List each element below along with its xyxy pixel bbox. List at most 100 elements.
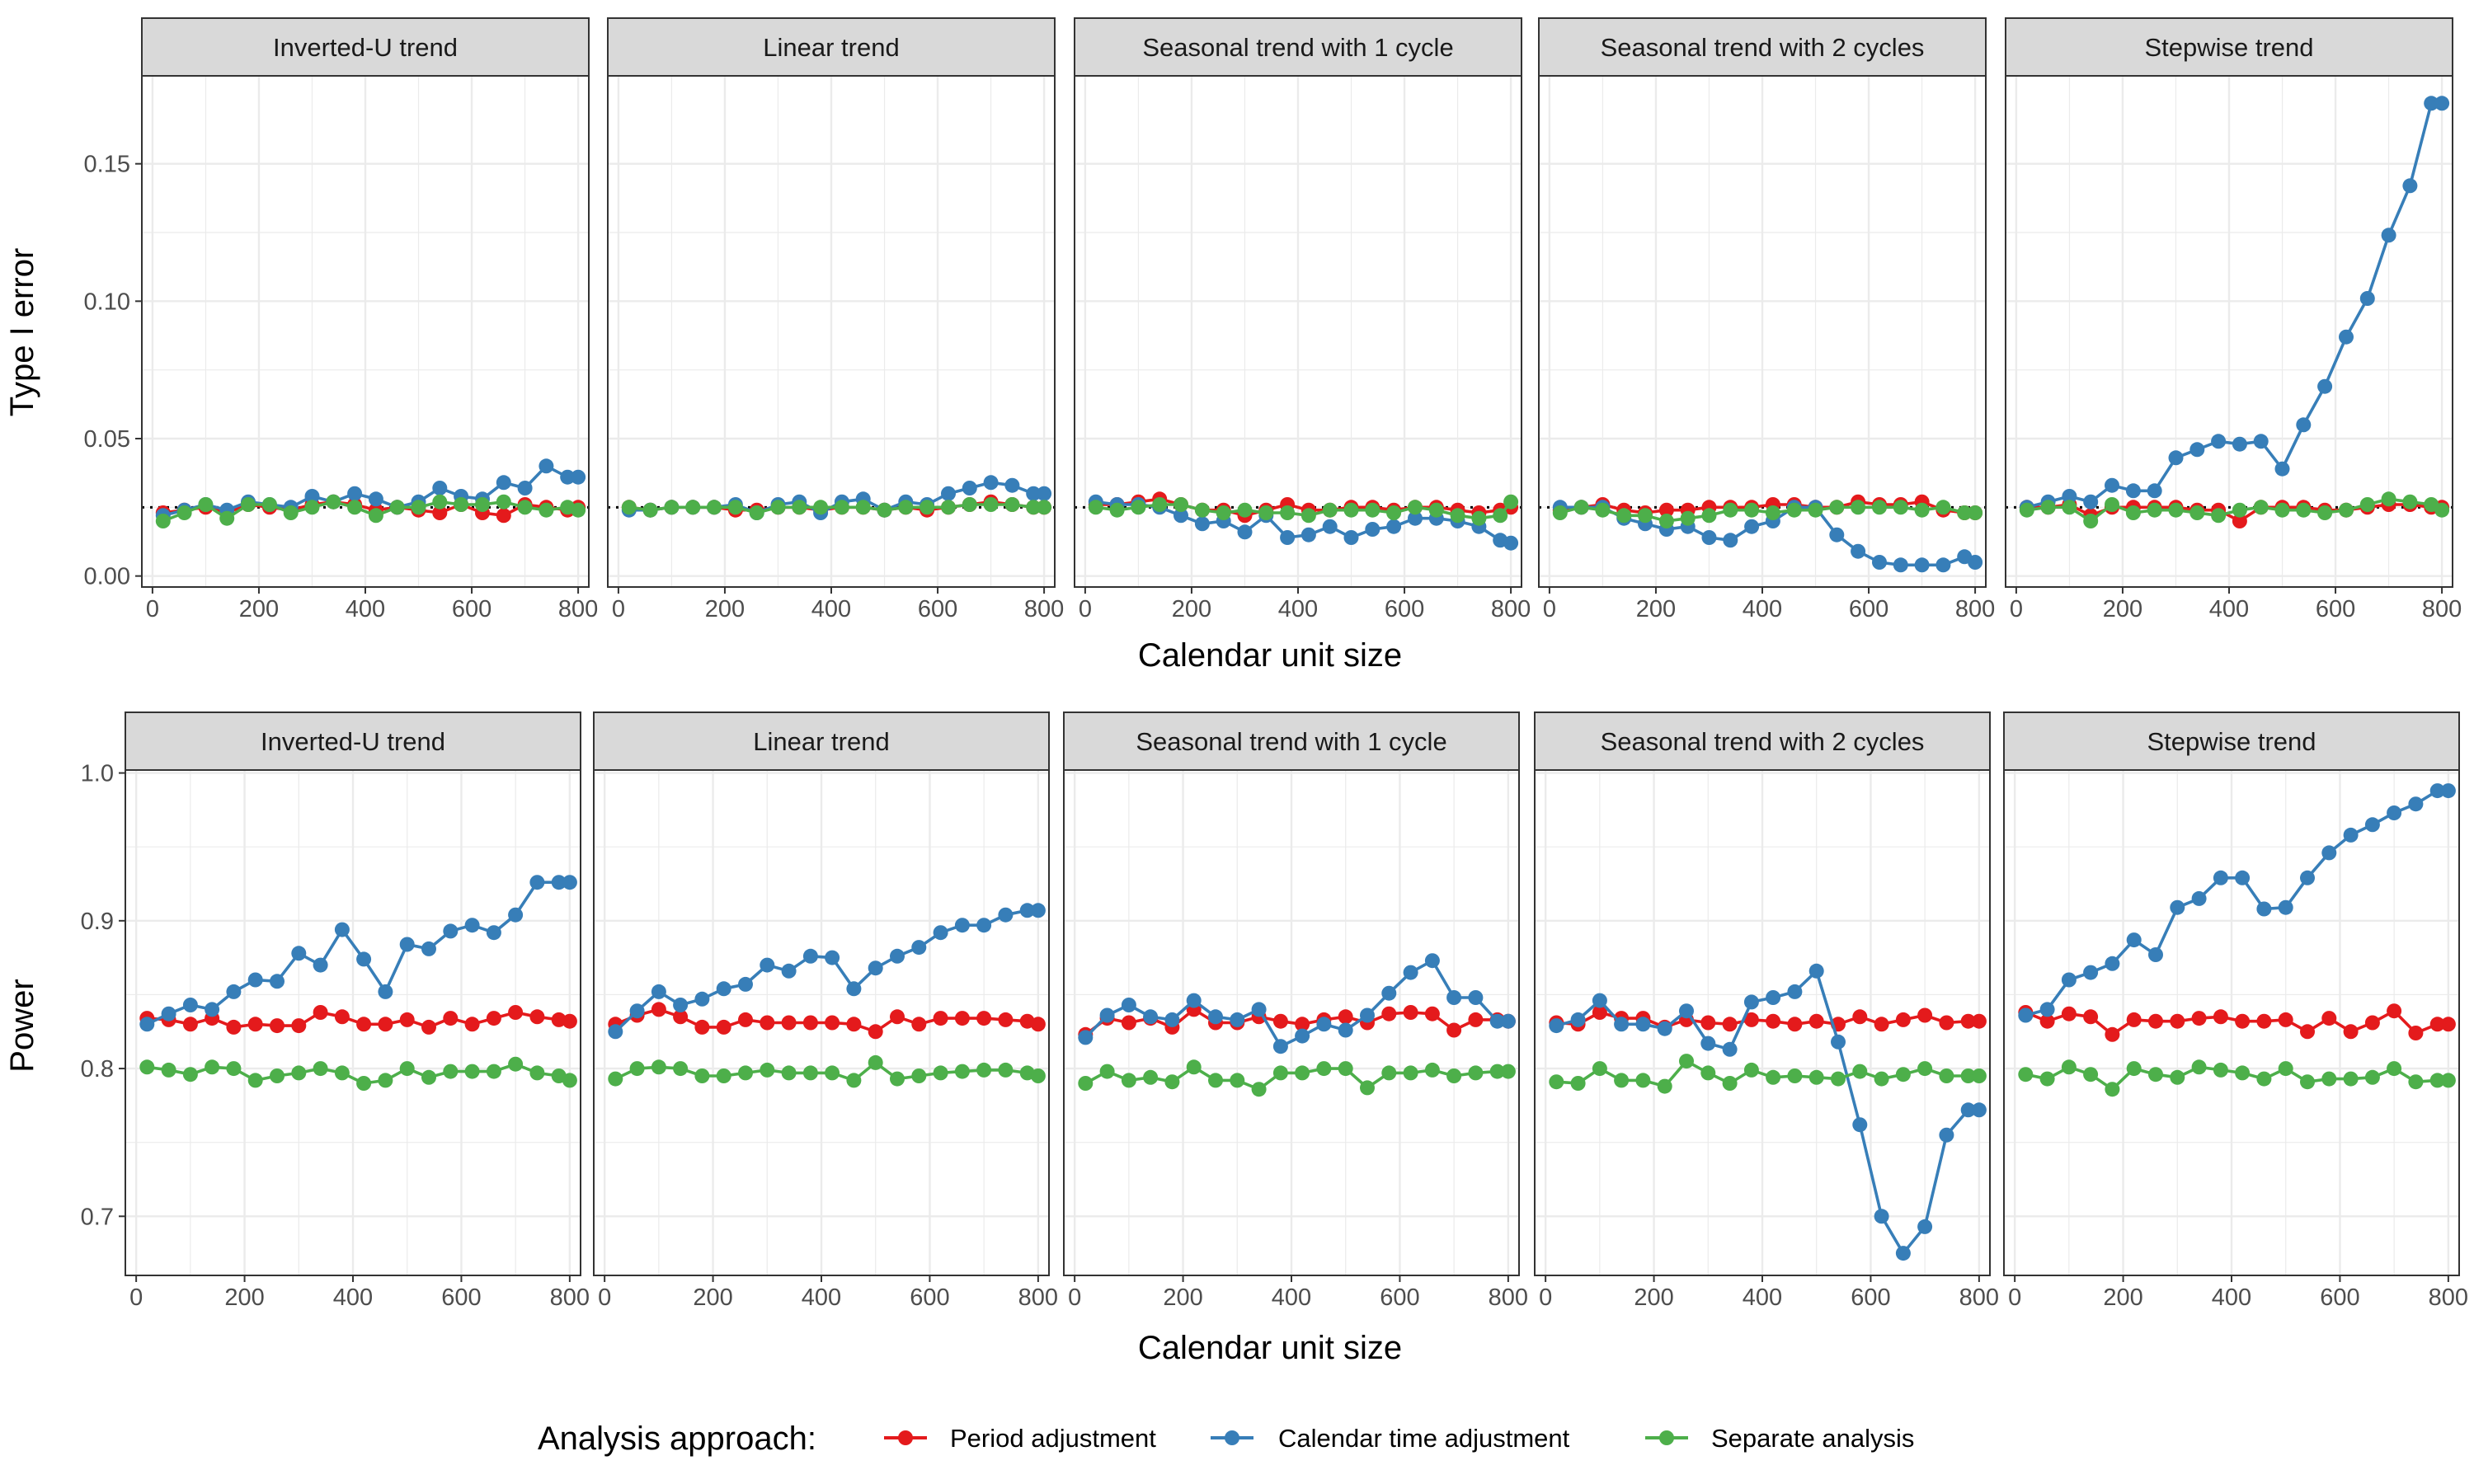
data-point	[226, 1061, 242, 1077]
data-point	[770, 500, 786, 515]
facet-panels: Inverted-U trend 0 200 400 600 800 0.00 0.05 0.1…	[81, 17, 2468, 1311]
data-point	[1230, 1012, 1245, 1027]
x-tick-label: 200	[1634, 1284, 1673, 1311]
data-point	[890, 948, 905, 964]
data-point	[846, 1073, 862, 1088]
data-point	[2317, 378, 2333, 394]
panel-type1-stepwise-trend: Stepwise trend 0 200 400 600 800	[2005, 17, 2462, 622]
data-point	[1971, 1068, 1987, 1083]
data-point	[443, 1064, 459, 1079]
data-point	[1743, 1012, 1759, 1027]
data-point	[1272, 1065, 1288, 1081]
data-point	[781, 1015, 797, 1031]
data-point	[1872, 500, 1887, 515]
data-point	[2125, 483, 2141, 499]
panel-type1-seasonal-trend-with-2-cycles: Seasonal trend with 2 cycles 0 200 400 600 80…	[1538, 17, 1995, 622]
data-point	[998, 1062, 1014, 1078]
data-point	[1765, 505, 1780, 520]
data-point	[1428, 502, 1444, 518]
data-point	[834, 500, 849, 515]
data-point	[2191, 1059, 2207, 1075]
data-point	[539, 458, 554, 474]
data-point	[2018, 1067, 2034, 1082]
data-point	[813, 500, 829, 515]
data-point	[496, 475, 511, 491]
x-tick-label: 200	[693, 1284, 732, 1311]
legend-label-period: Period adjustment	[950, 1424, 1156, 1453]
data-point	[1766, 1013, 1781, 1029]
panel-strip-title: Seasonal trend with 1 cycle	[1142, 33, 1453, 62]
data-point	[562, 875, 577, 890]
data-point	[2189, 505, 2205, 520]
data-point	[802, 948, 818, 964]
x-tick-label: 600	[441, 1284, 481, 1311]
data-point	[2148, 1013, 2163, 1029]
data-point	[1914, 557, 1930, 573]
data-point	[673, 998, 689, 1012]
x-tick-label: 0	[1079, 596, 1092, 622]
data-point	[1570, 1076, 1586, 1091]
y-tick-label: 0.05	[84, 426, 130, 453]
data-point	[846, 981, 862, 997]
data-point	[508, 1056, 524, 1072]
data-point	[1343, 530, 1359, 545]
data-point	[2387, 1061, 2402, 1077]
data-point	[1078, 1030, 1094, 1045]
data-point	[313, 957, 328, 973]
data-point	[1088, 500, 1103, 515]
data-point	[651, 1059, 666, 1075]
x-tick-label: 400	[346, 596, 385, 622]
data-point	[1037, 486, 1052, 501]
data-point	[1722, 1041, 1738, 1057]
data-point	[205, 1059, 220, 1075]
data-point	[2170, 1013, 2185, 1029]
data-point	[1701, 530, 1717, 545]
top-ylabel: Type I error	[4, 248, 40, 417]
data-point	[2359, 497, 2375, 512]
data-point	[1960, 1102, 1976, 1118]
data-point	[1592, 993, 1607, 1008]
axis-titles: Type I error Calendar unit size Power Ca…	[4, 248, 1402, 1366]
data-point	[1295, 1028, 1310, 1044]
data-point	[1338, 1061, 1353, 1077]
data-point	[139, 1059, 155, 1075]
data-point	[2434, 502, 2450, 518]
data-point	[716, 981, 731, 997]
data-point	[2126, 1012, 2142, 1027]
data-point	[1971, 1013, 1987, 1029]
data-point	[2148, 1067, 2163, 1082]
data-point	[2321, 1071, 2337, 1087]
y-tick-label: 0.00	[84, 564, 130, 590]
data-point	[2429, 1073, 2445, 1088]
series-separate-analysis	[2018, 1059, 2456, 1097]
panel-strip	[125, 711, 581, 771]
data-point	[1424, 953, 1440, 969]
data-point	[529, 1065, 545, 1081]
data-point	[1208, 1073, 1223, 1088]
data-point	[1939, 1068, 1954, 1083]
data-point	[1744, 519, 1760, 534]
data-point	[1872, 555, 1887, 570]
data-point	[1852, 1064, 1868, 1079]
data-point	[760, 957, 775, 973]
data-point	[1300, 508, 1316, 524]
data-point	[1500, 1013, 1516, 1029]
data-point	[529, 1009, 545, 1025]
x-tick-label: 600	[452, 596, 492, 622]
data-point	[347, 486, 363, 501]
data-point	[629, 1003, 645, 1019]
data-point	[1280, 505, 1296, 520]
data-point	[443, 1011, 459, 1026]
data-point	[486, 925, 501, 941]
data-point	[941, 500, 956, 515]
data-point	[313, 1005, 328, 1020]
data-point	[182, 1017, 198, 1032]
panel-power-stepwise-trend: Stepwise trend 0 200 400 600 800	[2003, 711, 2468, 1311]
data-point	[283, 505, 299, 520]
data-point	[1614, 1073, 1630, 1088]
x-tick-label: 200	[705, 596, 745, 622]
x-tick-label: 400	[1278, 596, 1318, 622]
series-period-adjustment	[139, 1005, 577, 1035]
data-point	[642, 502, 658, 518]
data-point	[898, 500, 914, 515]
